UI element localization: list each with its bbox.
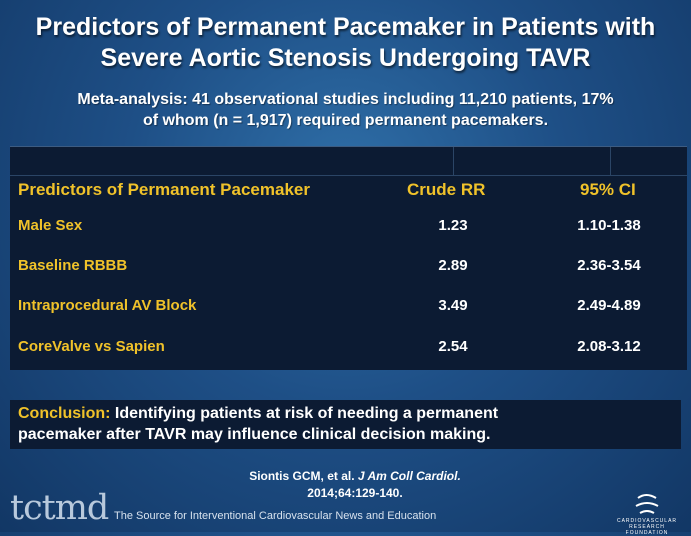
- row-label: Male Sex: [18, 217, 83, 234]
- subtitle-line-1: Meta-analysis: 41 observational studies …: [77, 91, 614, 108]
- row-label: Intraprocedural AV Block: [18, 297, 197, 314]
- citation-details: 2014;64:129-140.: [307, 486, 403, 500]
- header-rule: [10, 175, 687, 176]
- row-label: Baseline RBBB: [18, 257, 128, 274]
- column-divider: [453, 147, 454, 175]
- row-rr: 2.89: [438, 257, 468, 274]
- row-ci: 1.10-1.38: [577, 217, 641, 234]
- row-ci: 2.49-4.89: [577, 297, 641, 314]
- slide-title: Predictors of Permanent Pacemaker in Pat…: [0, 12, 691, 74]
- conclusion-text-1: Identifying patients at risk of needing …: [114, 405, 499, 422]
- header-crude-rr: Crude RR: [407, 180, 486, 199]
- column-divider: [610, 147, 611, 175]
- row-rr: 3.49: [438, 297, 468, 314]
- conclusion-lead: Conclusion:: [18, 405, 111, 422]
- row-rr: 1.23: [438, 217, 468, 234]
- conclusion-box: Conclusion: Identifying patients at risk…: [10, 400, 681, 449]
- foundation-logo: CARDIOVASCULAR RESEARCH FOUNDATION: [612, 492, 682, 536]
- header-predictor: Predictors of Permanent Pacemaker: [18, 180, 310, 199]
- swoosh-icon: [635, 494, 659, 514]
- row-label: CoreValve vs Sapien: [18, 338, 165, 355]
- title-line-1: Predictors of Permanent Pacemaker in Pat…: [35, 13, 656, 41]
- slide-subtitle: Meta-analysis: 41 observational studies …: [10, 89, 681, 131]
- conclusion-text-2: pacemaker after TAVR may influence clini…: [18, 426, 491, 443]
- row-ci: 2.36-3.54: [577, 257, 641, 274]
- title-line-2: Severe Aortic Stenosis Undergoing TAVR: [100, 44, 591, 72]
- footer-tagline: The Source for Interventional Cardiovasc…: [114, 510, 437, 522]
- citation-authors: Siontis GCM, et al.: [249, 469, 355, 483]
- header-95-ci: 95% CI: [580, 180, 636, 199]
- citation-journal: J Am Coll Cardiol.: [357, 469, 461, 483]
- subtitle-line-2: of whom (n = 1,917) required permanent p…: [142, 112, 549, 129]
- conclusion-line-1: Conclusion: Identifying patients at risk…: [18, 403, 673, 424]
- row-rr: 2.54: [438, 338, 468, 355]
- predictors-table: Predictors of Permanent Pacemaker Crude …: [10, 146, 687, 370]
- citation: Siontis GCM, et al. J Am Coll Cardiol. 2…: [210, 468, 500, 502]
- foundation-text: CARDIOVASCULAR RESEARCH FOUNDATION: [616, 518, 678, 536]
- tctmd-logo: tctmd: [10, 488, 109, 528]
- row-ci: 2.08-3.12: [577, 338, 641, 355]
